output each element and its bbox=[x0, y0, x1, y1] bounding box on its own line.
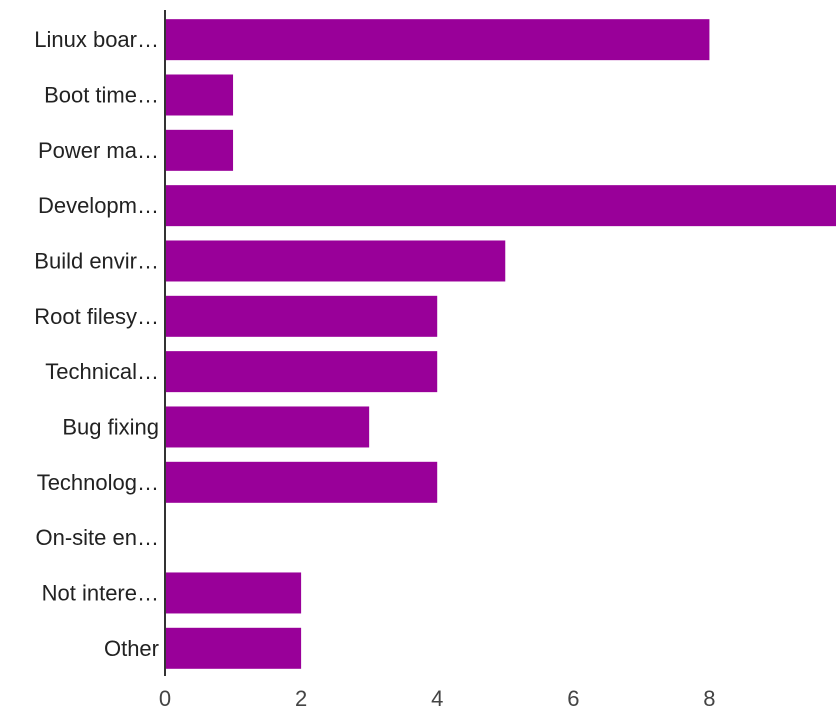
category-label: Linux boar… bbox=[34, 27, 159, 52]
bar bbox=[165, 129, 234, 171]
category-label: Bug fixing bbox=[62, 414, 159, 439]
category-label: Other bbox=[104, 636, 159, 661]
bars-group bbox=[165, 19, 836, 669]
bar bbox=[165, 240, 506, 282]
bar bbox=[165, 572, 302, 614]
bar bbox=[165, 406, 370, 448]
category-label: Technical… bbox=[45, 359, 159, 384]
category-label: Root filesy… bbox=[34, 304, 159, 329]
category-labels-group: Linux boar… Boot time… Power ma… Developm… B… bbox=[34, 27, 159, 661]
x-tick-label: 2 bbox=[295, 686, 307, 711]
category-label: On-site en… bbox=[36, 525, 160, 550]
bar bbox=[165, 461, 438, 503]
category-label: Boot time… bbox=[44, 82, 159, 107]
bar bbox=[165, 185, 836, 227]
category-label: Developm… bbox=[38, 193, 159, 218]
category-label: Technolog… bbox=[37, 470, 159, 495]
x-tick-label: 0 bbox=[159, 686, 171, 711]
bar bbox=[165, 295, 438, 337]
bar bbox=[165, 351, 438, 393]
bar bbox=[165, 19, 710, 61]
category-label: Not intere… bbox=[42, 580, 159, 605]
category-label: Power ma… bbox=[38, 138, 159, 163]
x-tick-label: 4 bbox=[431, 686, 443, 711]
bar bbox=[165, 74, 234, 116]
x-tick-label: 6 bbox=[567, 686, 579, 711]
bar bbox=[165, 627, 302, 669]
x-tick-label: 8 bbox=[703, 686, 715, 711]
category-label: Build envir… bbox=[34, 248, 159, 273]
x-tick-labels-group: 0 2 4 6 8 bbox=[159, 686, 716, 711]
